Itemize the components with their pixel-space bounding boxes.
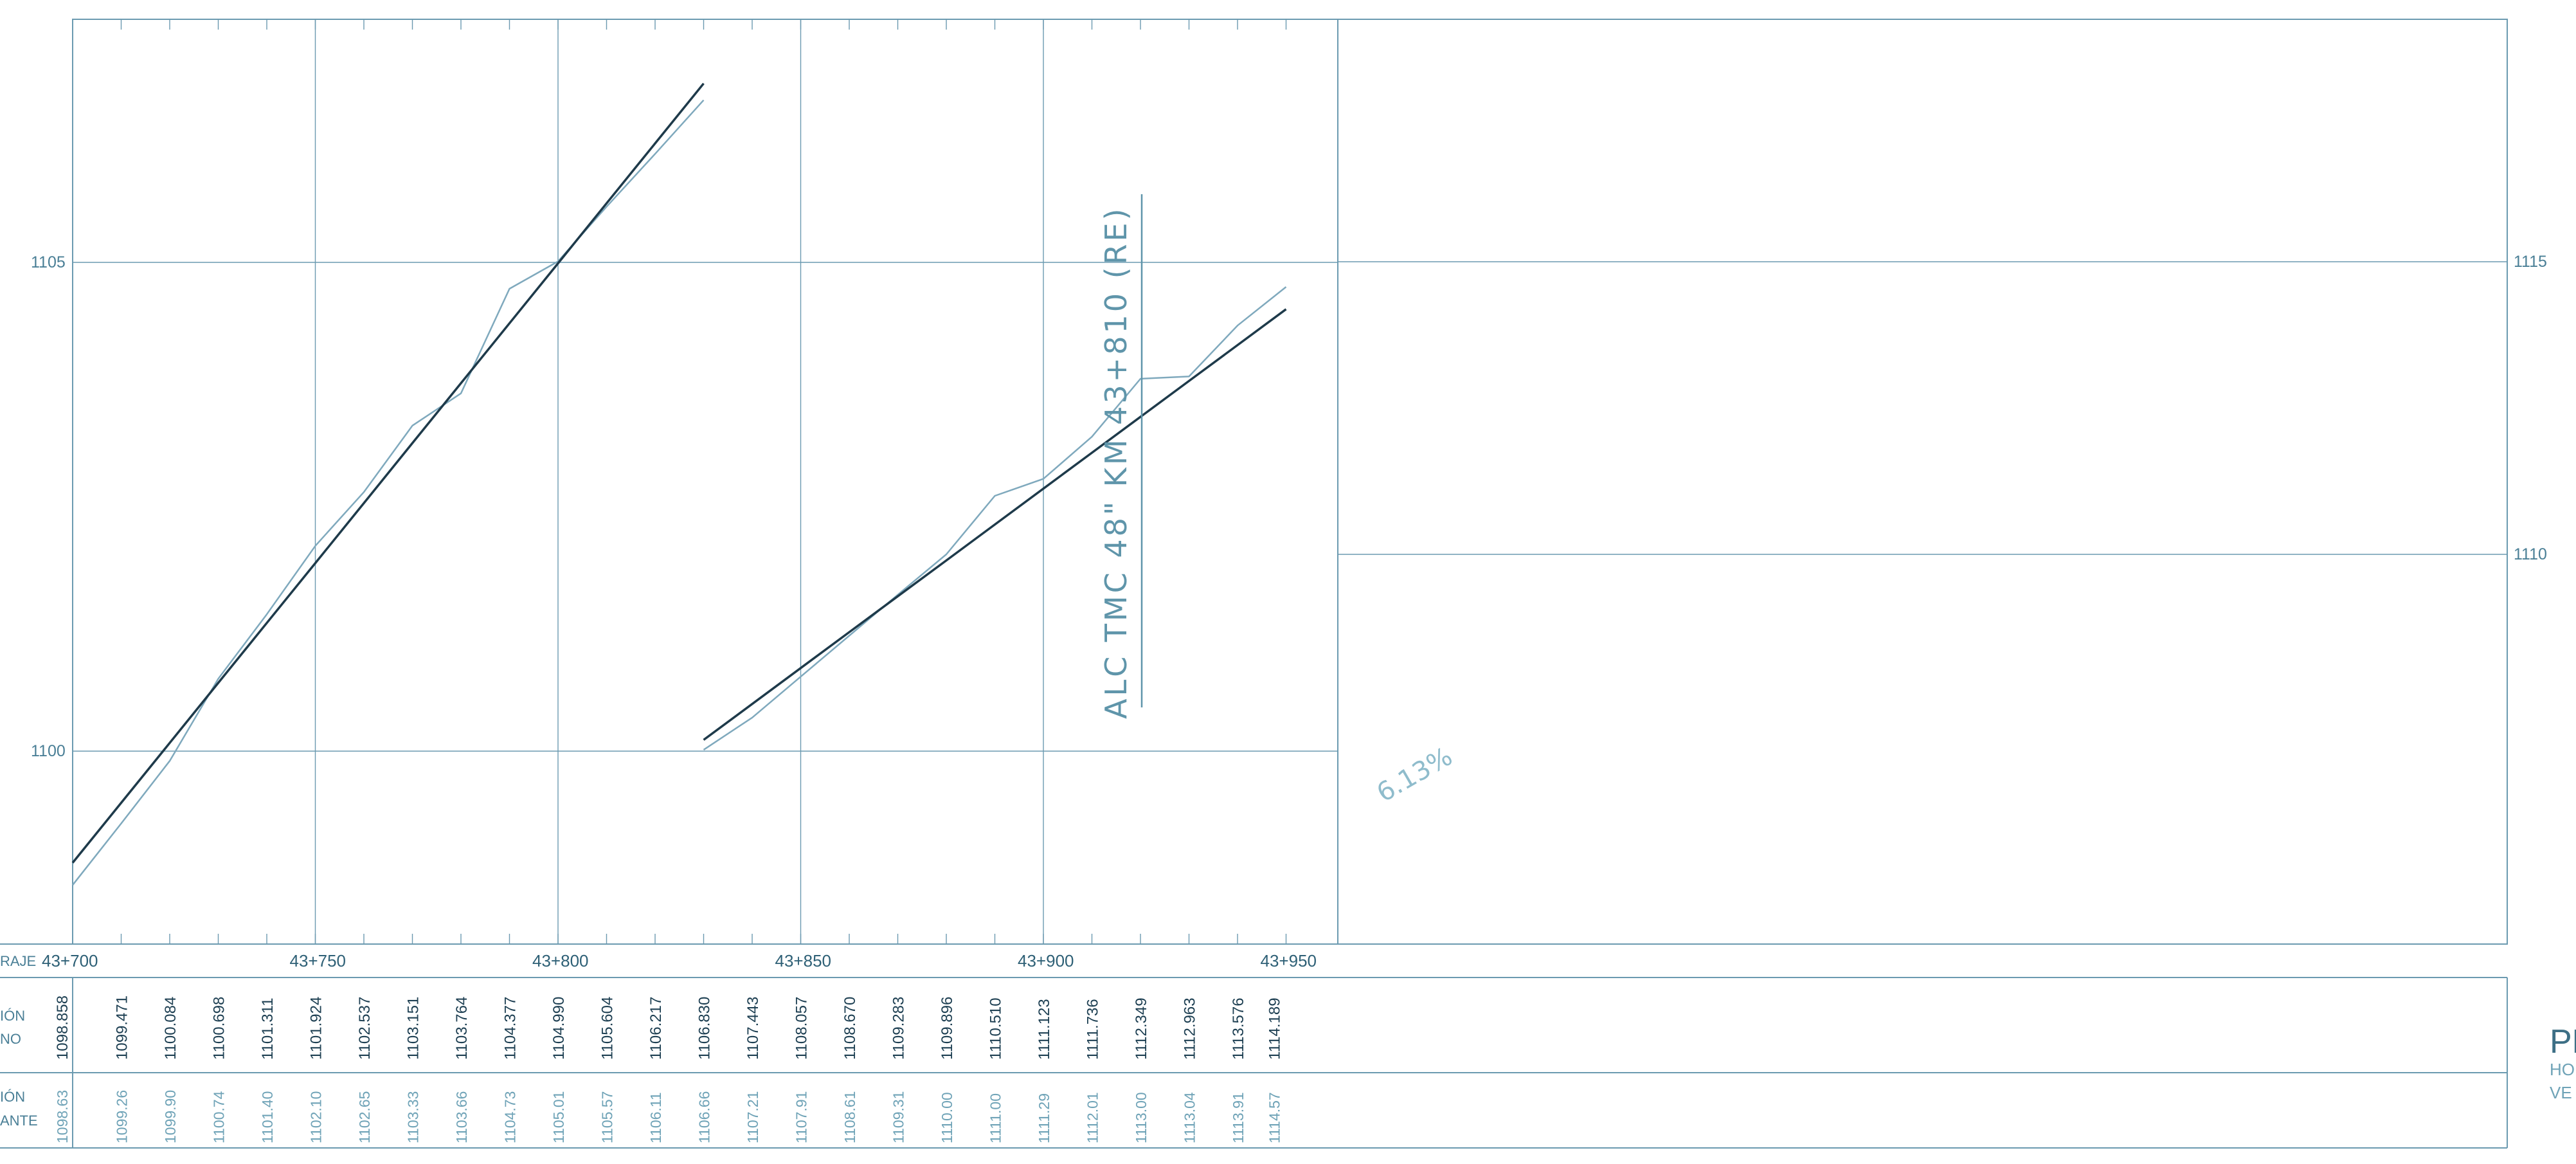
terrain-elevation-value: 1105.57 (599, 1091, 616, 1143)
terrain-elevation-value: 1105.01 (550, 1091, 567, 1143)
terrain-elevation-value: 1102.65 (356, 1091, 373, 1143)
elevation-label: 1115 (2514, 253, 2547, 271)
elevation-label: 1100 (31, 742, 66, 760)
terrain-elevation-value: 1109.31 (890, 1091, 907, 1143)
design-elevation-value: 1102.537 (356, 997, 374, 1060)
terrain-elevation-value: 1110.00 (939, 1092, 955, 1143)
chainage-label: 43+700 (42, 951, 98, 970)
terrain-elevation-value: 1114.57 (1266, 1092, 1283, 1143)
terrain-elevation-value: 1104.73 (502, 1091, 519, 1143)
grade-percent-label: 6.13% (1372, 741, 1457, 808)
design-elevation-value: 1111.736 (1085, 999, 1102, 1060)
row-label-subrasante-1: IÓN (0, 1089, 25, 1105)
design-elevation-value: 1110.510 (987, 997, 1005, 1060)
left-panel-frame (72, 19, 1338, 945)
design-elevation-value: 1106.830 (696, 997, 714, 1060)
grade-line-right (703, 308, 1287, 741)
terrain-elevation-value: 1106.11 (647, 1092, 664, 1143)
design-elevation-value: 1111.123 (1036, 999, 1053, 1060)
design-elevation-value: 1108.670 (842, 997, 859, 1060)
design-elevation-value: 1103.151 (405, 997, 422, 1060)
side-scale-horizontal: HO (2550, 1060, 2575, 1079)
design-elevation-value: 1098.858 (54, 996, 71, 1060)
design-elevation-value: 1105.604 (599, 997, 617, 1060)
side-scale-vertical: VE (2550, 1083, 2572, 1102)
design-elevation-value: 1112.349 (1133, 997, 1150, 1060)
design-elevation-value: 1103.764 (453, 997, 471, 1060)
design-elevation-value: 1106.217 (647, 997, 665, 1060)
terrain-elevation-value: 1102.10 (308, 1091, 325, 1143)
terrain-elevation-value: 1111.00 (987, 1093, 1004, 1143)
terrain-elevation-value: 1108.61 (842, 1091, 858, 1143)
terrain-elevation-value: 1099.90 (162, 1090, 179, 1143)
terrain-elevation-value: 1103.66 (453, 1091, 470, 1143)
terrain-elevation-value: 1111.29 (1036, 1093, 1052, 1143)
terrain-line-left (72, 99, 705, 886)
design-elevation-value: 1109.283 (890, 997, 908, 1060)
culvert-annotation: ALC TMC 48" KM 43+810 (RE) (1099, 194, 1143, 719)
design-elevation-value: 1099.471 (114, 996, 131, 1060)
design-elevation-value: 1114.189 (1266, 997, 1284, 1060)
terrain-elevation-value: 1113.00 (1133, 1092, 1149, 1143)
elevation-label: 1105 (31, 253, 66, 271)
terrain-elevation-value: 1098.63 (54, 1090, 71, 1143)
design-elevation-value: 1100.084 (162, 997, 179, 1060)
grid-lines (0, 19, 2508, 1149)
row-label-terreno-1: IÓN (0, 1008, 25, 1024)
chainage-label: 43+800 (532, 951, 588, 970)
culvert-annotation-text: ALC TMC 48" KM 43+810 (RE) (1099, 206, 1133, 719)
terrain-elevation-value: 1113.04 (1182, 1092, 1198, 1143)
chainage-label: 43+750 (290, 951, 346, 970)
design-elevation-value: 1109.896 (939, 997, 956, 1060)
right-panel-frame (1337, 19, 2508, 945)
design-elevation-value: 1107.443 (744, 997, 762, 1060)
terrain-line-right (703, 286, 1287, 750)
profile-lines (71, 82, 1287, 886)
design-elevation-value: 1108.057 (793, 997, 811, 1060)
row-label-kilometraje: RAJE (0, 953, 36, 969)
design-elevation-value: 1101.311 (259, 997, 276, 1060)
row-label-subrasante-2: ANTE (0, 1113, 38, 1129)
terrain-elevation-value: 1113.91 (1230, 1092, 1247, 1143)
design-elevation-value: 1104.990 (550, 997, 568, 1060)
design-elevation-value: 1100.698 (211, 997, 228, 1060)
terrain-elevation-value: 1106.66 (696, 1091, 713, 1143)
terrain-elevation-value: 1107.21 (744, 1091, 761, 1143)
chainage-label: 43+950 (1261, 951, 1317, 970)
row-label-terreno-2: NO (0, 1031, 21, 1047)
chainage-label: 43+850 (775, 951, 831, 970)
design-elevation-value: 1104.377 (502, 997, 519, 1060)
grade-line-left (71, 82, 705, 864)
side-title-text: PE (2550, 1023, 2576, 1060)
terrain-elevation-value: 1099.26 (114, 1090, 131, 1143)
terrain-elevation-value: 1101.40 (259, 1091, 276, 1143)
elevation-label: 1110 (2514, 545, 2547, 563)
terrain-elevation-value: 1100.74 (211, 1091, 228, 1143)
profile-labels: 1105 1100 1115 1110 43+700 43+750 43+800 43+850… (31, 253, 2547, 1143)
terrain-elevation-value: 1112.01 (1085, 1092, 1101, 1143)
terrain-elevation-value: 1107.91 (793, 1091, 810, 1143)
chainage-label: 43+900 (1018, 951, 1074, 970)
terrain-elevation-value: 1103.33 (405, 1091, 422, 1143)
design-elevation-value: 1112.963 (1182, 997, 1199, 1060)
design-elevation-value: 1113.576 (1230, 997, 1247, 1060)
design-elevation-value: 1101.924 (308, 997, 325, 1060)
